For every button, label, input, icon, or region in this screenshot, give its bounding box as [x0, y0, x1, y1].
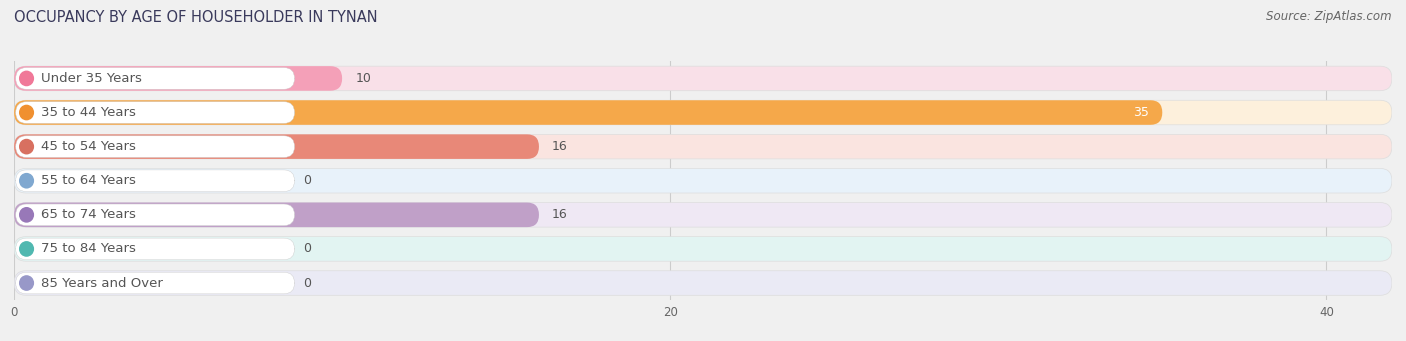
- Text: 16: 16: [553, 140, 568, 153]
- FancyBboxPatch shape: [14, 134, 538, 159]
- Text: Source: ZipAtlas.com: Source: ZipAtlas.com: [1267, 10, 1392, 23]
- FancyBboxPatch shape: [14, 237, 1392, 261]
- FancyBboxPatch shape: [15, 136, 295, 158]
- FancyBboxPatch shape: [14, 66, 1392, 91]
- Circle shape: [20, 71, 34, 86]
- FancyBboxPatch shape: [14, 203, 538, 227]
- Text: 10: 10: [356, 72, 371, 85]
- Text: 65 to 74 Years: 65 to 74 Years: [41, 208, 135, 221]
- Circle shape: [20, 105, 34, 120]
- FancyBboxPatch shape: [15, 272, 295, 294]
- Circle shape: [20, 241, 34, 257]
- Text: 75 to 84 Years: 75 to 84 Years: [41, 242, 135, 255]
- FancyBboxPatch shape: [15, 68, 295, 89]
- Text: 35 to 44 Years: 35 to 44 Years: [41, 106, 135, 119]
- Circle shape: [20, 173, 34, 189]
- FancyBboxPatch shape: [14, 134, 1392, 159]
- Circle shape: [20, 139, 34, 154]
- Text: 35: 35: [1133, 106, 1149, 119]
- Text: 0: 0: [302, 277, 311, 290]
- Text: OCCUPANCY BY AGE OF HOUSEHOLDER IN TYNAN: OCCUPANCY BY AGE OF HOUSEHOLDER IN TYNAN: [14, 10, 378, 25]
- FancyBboxPatch shape: [14, 203, 1392, 227]
- Text: 16: 16: [553, 208, 568, 221]
- FancyBboxPatch shape: [14, 168, 1392, 193]
- FancyBboxPatch shape: [15, 170, 295, 192]
- Text: 55 to 64 Years: 55 to 64 Years: [41, 174, 135, 187]
- FancyBboxPatch shape: [15, 238, 295, 260]
- Circle shape: [20, 207, 34, 223]
- Text: 0: 0: [302, 242, 311, 255]
- Circle shape: [20, 275, 34, 291]
- FancyBboxPatch shape: [14, 100, 1163, 125]
- Text: 45 to 54 Years: 45 to 54 Years: [41, 140, 135, 153]
- FancyBboxPatch shape: [14, 100, 1392, 125]
- FancyBboxPatch shape: [15, 102, 295, 123]
- Text: 0: 0: [302, 174, 311, 187]
- FancyBboxPatch shape: [14, 271, 1392, 295]
- FancyBboxPatch shape: [14, 66, 342, 91]
- Text: 85 Years and Over: 85 Years and Over: [41, 277, 163, 290]
- FancyBboxPatch shape: [15, 204, 295, 226]
- Text: Under 35 Years: Under 35 Years: [41, 72, 142, 85]
